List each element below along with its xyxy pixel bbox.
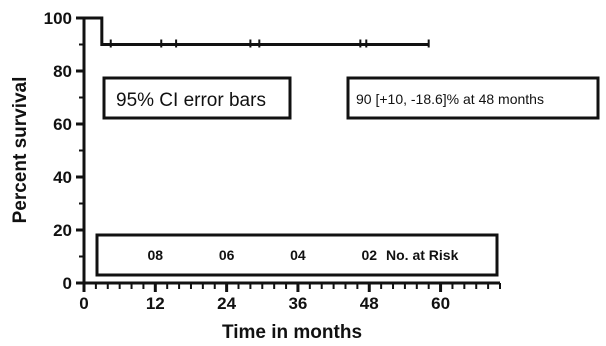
risk-table-value: 08 (148, 247, 164, 263)
risk-table-value: 04 (290, 247, 306, 263)
y-tick-label: 20 (53, 221, 72, 240)
x-tick-label: 12 (146, 294, 165, 313)
x-tick-label: 36 (288, 294, 307, 313)
survival-annotation-box (346, 76, 600, 120)
y-tick-label: 60 (53, 115, 72, 134)
risk-table-box (95, 233, 499, 277)
x-tick-label: 24 (217, 294, 236, 313)
ci-annotation-box (102, 76, 292, 120)
x-tick-label: 60 (431, 294, 450, 313)
risk-table-label: No. at Risk (386, 247, 459, 263)
survival-step-line (84, 16, 429, 46)
y-tick-label: 100 (44, 9, 72, 28)
risk-table-value: 06 (219, 247, 235, 263)
x-tick-label: 48 (360, 294, 379, 313)
y-tick-label: 80 (53, 62, 72, 81)
risk-table-value: 02 (361, 247, 377, 263)
x-axis-title: Time in months (222, 322, 362, 343)
risk-table: 08 06 04 02 No. at Risk (95, 233, 499, 277)
y-axis-title: Percent survival (10, 77, 31, 224)
x-tick-label: 0 (79, 294, 88, 313)
survival-annotation-label: 90 [+10, -18.6]% at 48 months (356, 91, 544, 107)
survival-curve (84, 16, 430, 48)
y-tick-label: 40 (53, 168, 72, 187)
ci-annotation-label: 95% CI error bars (116, 90, 266, 111)
y-tick-label: 0 (63, 274, 72, 293)
